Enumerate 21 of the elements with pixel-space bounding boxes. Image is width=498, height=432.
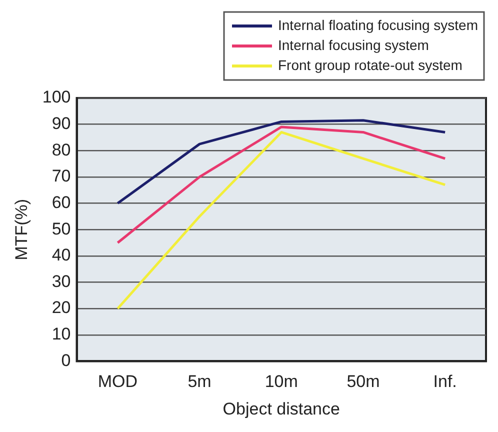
x-axis-title: Object distance [222,399,340,418]
y-tick-label: 30 [52,272,71,291]
y-tick-label: 40 [52,246,71,265]
y-tick-label: 10 [52,324,71,344]
y-tick-label: 90 [52,114,71,134]
y-tick-label: 80 [52,140,71,160]
x-tick-label: MOD [98,372,138,392]
x-tick-label: 5m [188,372,212,392]
y-tick-label: 50 [52,219,71,238]
legend-label: Internal focusing system [278,36,429,53]
y-tick-label: 100 [42,88,71,107]
x-tick-label: 10m [264,372,298,392]
y-tick-label: 0 [61,350,71,370]
y-tick-label: 20 [52,298,71,318]
y-tick-label: 70 [52,166,71,186]
x-tick-label: 50m [346,372,380,392]
y-axis-title: MTF(%) [12,198,31,260]
x-tick-label: Inf. [433,372,457,392]
legend-label: Front group rotate-out system [278,56,462,73]
y-tick-label: 60 [52,192,71,212]
legend-label: Internal floating focusing system [278,16,478,33]
